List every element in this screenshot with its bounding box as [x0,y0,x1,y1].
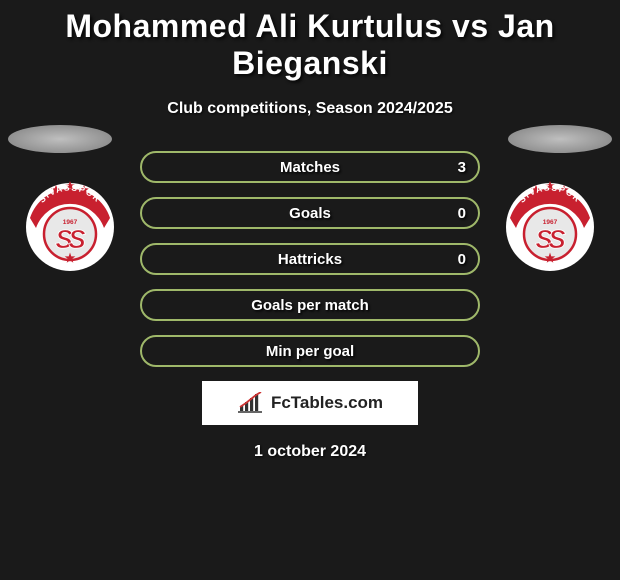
player-photo-right-placeholder [508,125,612,153]
stats-container: Matches 3 Goals 0 Hattricks 0 Goals per match M… [140,151,480,367]
stat-label: Min per goal [266,343,354,360]
svg-text:S: S [68,224,86,254]
footer-date: 1 october 2024 [0,443,620,461]
stat-value-right: 3 [458,159,466,176]
svg-text:★: ★ [65,251,76,265]
stat-row: Min per goal [140,335,480,367]
stat-row: Matches 3 [140,151,480,183]
svg-text:★: ★ [545,251,556,265]
stat-row: Goals per match [140,289,480,321]
brand-text: FcTables.com [271,393,383,413]
stat-row: Goals 0 [140,197,480,229]
subtitle: Club competitions, Season 2024/2025 [0,100,620,118]
stat-label: Hattricks [278,251,342,268]
brand-box: FcTables.com [202,381,418,425]
player-photo-left-placeholder [8,125,112,153]
stat-value-right: 0 [458,251,466,268]
page-title: Mohammed Ali Kurtulus vs Jan Bieganski [0,0,620,82]
bar-chart-icon [237,392,265,414]
stat-value-right: 0 [458,205,466,222]
club-badge-left: SIVASSPOR1967SS★ [20,172,120,272]
stat-label: Goals [289,205,331,222]
stat-label: Goals per match [251,297,369,314]
stat-row: Hattricks 0 [140,243,480,275]
svg-text:S: S [548,224,566,254]
stat-label: Matches [280,159,340,176]
club-badge-right: SIVASSPOR1967SS★ [500,172,600,272]
